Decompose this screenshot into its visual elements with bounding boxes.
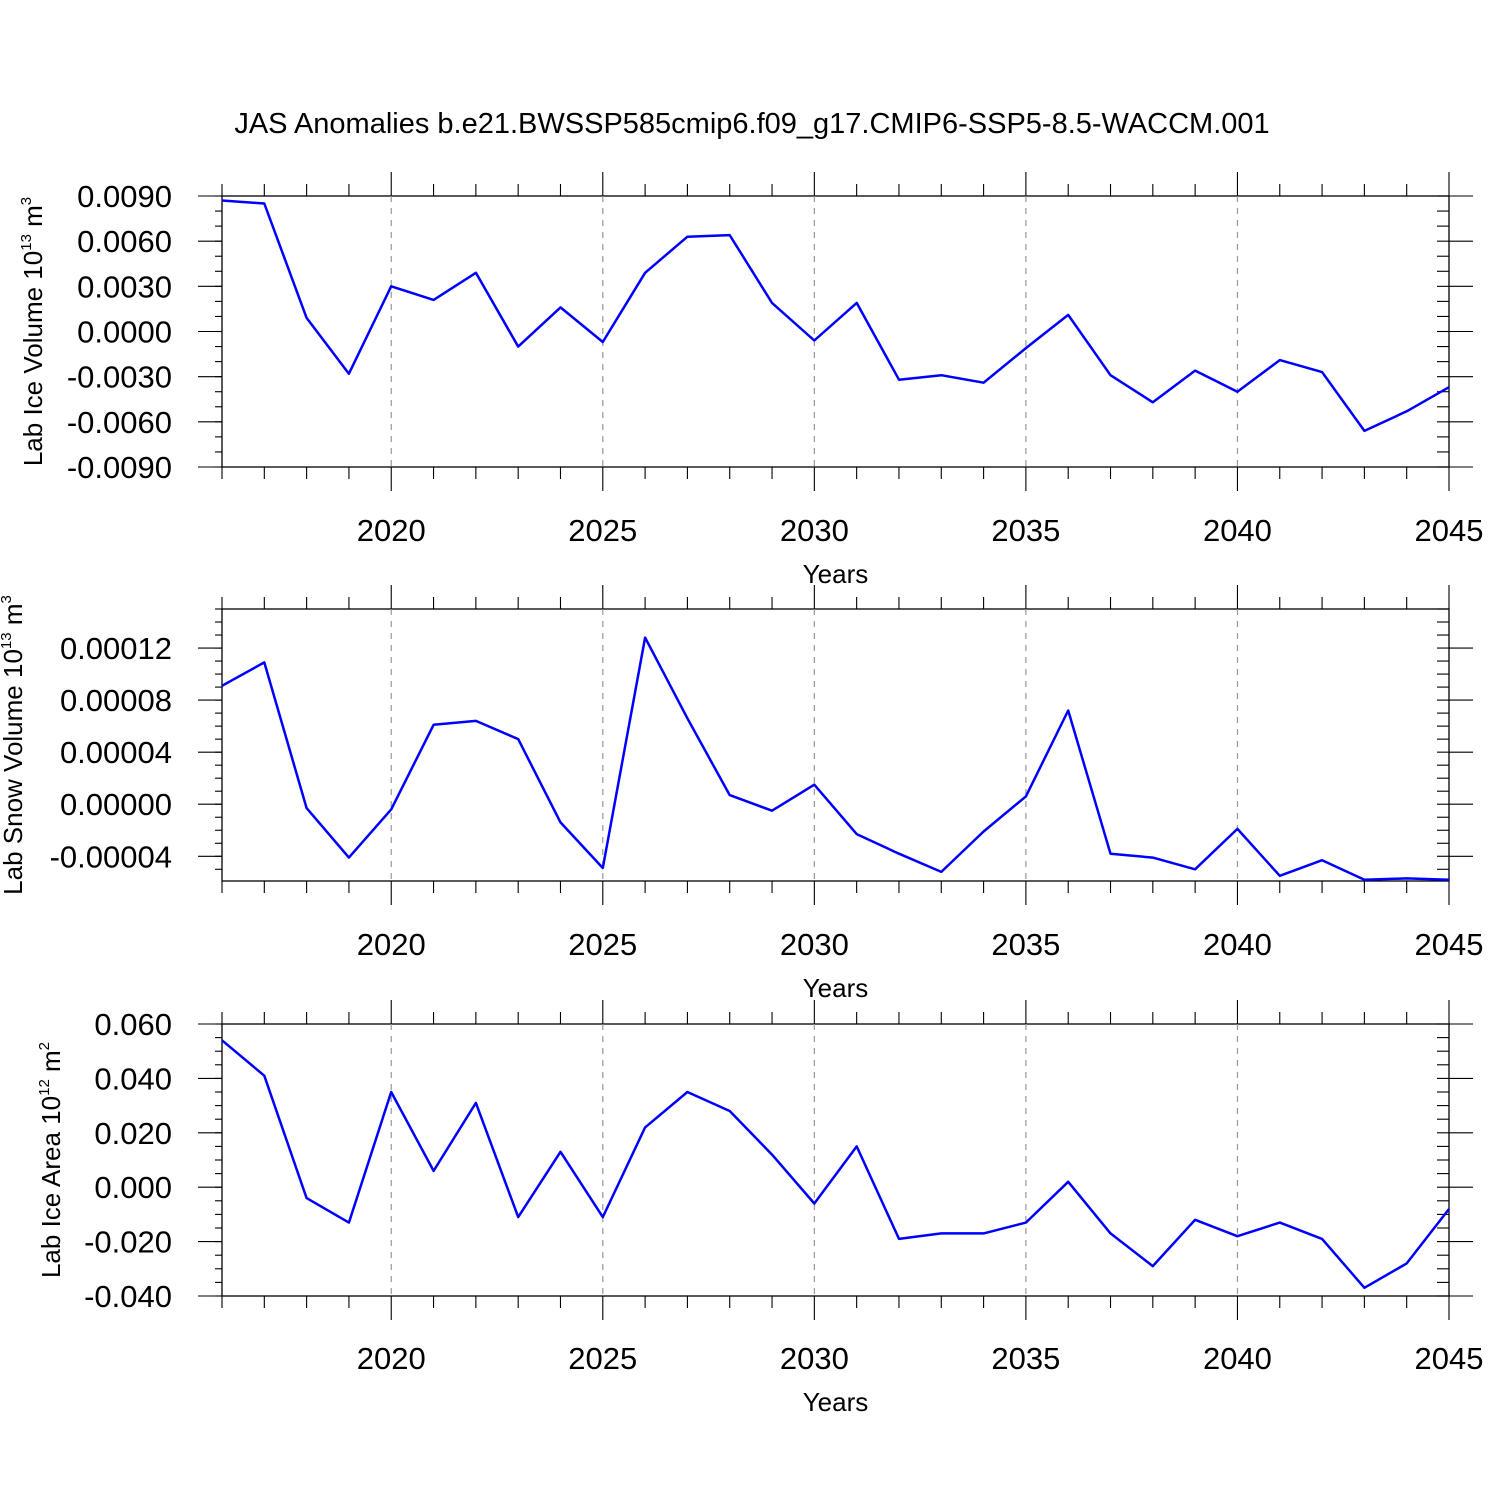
y-axis-label: Lab Ice Area 1012 m2 bbox=[36, 1042, 66, 1278]
y-tick-label: 0.020 bbox=[94, 1116, 172, 1151]
y-tick-label: 0.0090 bbox=[77, 179, 172, 214]
x-tick-label: 2030 bbox=[780, 1341, 849, 1376]
data-line bbox=[221, 1039, 1450, 1290]
chart-title: JAS Anomalies b.e21.BWSSP585cmip6.f09_g1… bbox=[234, 108, 1269, 140]
x-tick-label: 2040 bbox=[1203, 1341, 1272, 1376]
panel-2: -0.00004 0.00000 0.00004 0.00008 0.00012 2020… bbox=[0, 585, 1483, 1003]
y-tick-label: -0.040 bbox=[84, 1279, 172, 1314]
x-tick-label: 2045 bbox=[1415, 513, 1484, 548]
x-tick-label: 2040 bbox=[1203, 927, 1272, 962]
x-tick-label: 2020 bbox=[357, 1341, 426, 1376]
y-tick-label: 0.00008 bbox=[60, 683, 172, 718]
x-axis-label: Years bbox=[803, 973, 869, 1003]
plot-frame bbox=[221, 1023, 1450, 1297]
y-tick-label: 0.0030 bbox=[77, 269, 172, 304]
y-tick-label: 0.00012 bbox=[60, 631, 172, 666]
x-axis-label: Years bbox=[803, 1387, 869, 1417]
panel-1: -0.0090 -0.0060 -0.0030 0.0000 0.0030 0.0060 0… bbox=[18, 172, 1483, 589]
plot-frame bbox=[221, 195, 1450, 468]
x-tick-label: 2030 bbox=[780, 927, 849, 962]
x-tick-label: 2020 bbox=[357, 927, 426, 962]
plot-frame bbox=[221, 608, 1450, 882]
x-tick-label: 2040 bbox=[1203, 513, 1272, 548]
y-tick-label: 0.000 bbox=[94, 1170, 172, 1205]
panel-3: -0.040 -0.020 0.000 0.020 0.040 0.060 2020 2025… bbox=[36, 1000, 1483, 1417]
x-tick-label: 2020 bbox=[357, 513, 426, 548]
x-tick-label: 2035 bbox=[991, 1341, 1060, 1376]
y-tick-label: -0.0030 bbox=[67, 360, 172, 395]
x-tick-label: 2025 bbox=[568, 513, 637, 548]
x-axis-label: Years bbox=[803, 559, 869, 589]
y-axis-label: Lab Snow Volume 1013 m3 bbox=[0, 595, 28, 895]
y-tick-label: -0.0060 bbox=[67, 405, 172, 440]
x-tick-label: 2025 bbox=[568, 1341, 637, 1376]
panels-group: -0.0090 -0.0060 -0.0030 0.0000 0.0030 0.0060 0… bbox=[0, 172, 1483, 1417]
y-tick-label: -0.020 bbox=[84, 1225, 172, 1260]
x-tick-label: 2030 bbox=[780, 513, 849, 548]
y-tick-label: 0.0000 bbox=[77, 315, 172, 350]
y-axis-label: Lab Ice Volume 1013 m3 bbox=[18, 197, 48, 466]
x-tick-label: 2045 bbox=[1415, 927, 1484, 962]
y-tick-label: 0.0060 bbox=[77, 224, 172, 259]
data-line bbox=[221, 199, 1450, 433]
y-tick-label: -0.0090 bbox=[67, 450, 172, 485]
y-tick-label: -0.00004 bbox=[50, 839, 172, 874]
x-tick-label: 2025 bbox=[568, 927, 637, 962]
y-tick-label: 0.00000 bbox=[60, 787, 172, 822]
y-tick-label: 0.00004 bbox=[60, 735, 172, 770]
x-tick-label: 2035 bbox=[991, 927, 1060, 962]
x-tick-label: 2045 bbox=[1415, 1341, 1484, 1376]
y-tick-label: 0.040 bbox=[94, 1061, 172, 1096]
x-tick-label: 2035 bbox=[991, 513, 1060, 548]
data-line bbox=[221, 636, 1450, 881]
y-tick-label: 0.060 bbox=[94, 1007, 172, 1042]
